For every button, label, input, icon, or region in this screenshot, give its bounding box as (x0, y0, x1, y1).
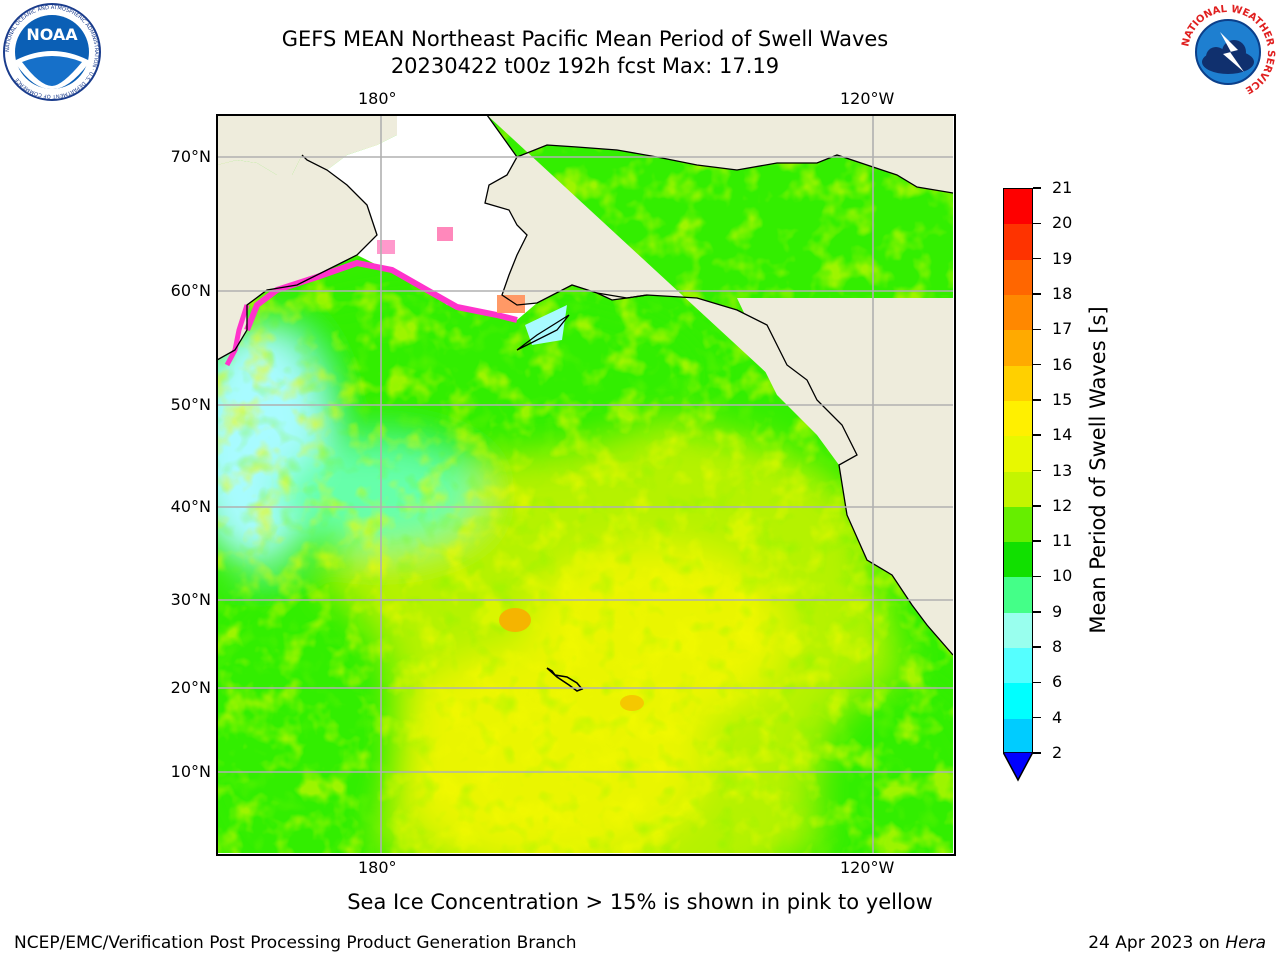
orange-hotspot-2 (620, 695, 644, 711)
colorbar-segment (1004, 471, 1032, 508)
colorbar-tick-label: 21 (1052, 178, 1073, 197)
map-canvas (217, 115, 953, 853)
colorbar-label: Mean Period of Swell Waves [s] (1086, 306, 1110, 634)
colorbar-tick-label: 13 (1052, 460, 1073, 480)
chart-subtitle: 20230422 t00z 192h fcst Max: 17.19 (390, 54, 780, 78)
colorbar-tick (1033, 257, 1041, 260)
colorbar-segment (1004, 542, 1032, 579)
colorbar-tick-label: 11 (1052, 531, 1073, 551)
colorbar-tick (1033, 399, 1041, 401)
colorbar-tick-label: 9 (1052, 601, 1063, 621)
nws-logo: NATIONAL WEATHER SERVICE (1180, 4, 1276, 99)
sea-ice-patch-1 (377, 240, 395, 254)
colorbar-segment (1004, 189, 1032, 225)
colorbar-tick-label: 15 (1052, 389, 1073, 409)
colorbar-segment (1004, 718, 1032, 755)
colorbar-tick (1033, 222, 1041, 225)
colorbar-tick-label: 12 (1052, 495, 1073, 515)
lat-label-60n: 60°N (170, 281, 211, 300)
land-alaska (485, 115, 953, 545)
colorbar-tick-label: 14 (1052, 425, 1073, 445)
colorbar-segment (1004, 294, 1032, 331)
colorbar-tick (1033, 293, 1041, 295)
colorbar-segment (1004, 506, 1032, 543)
colorbar-tick (1033, 646, 1041, 648)
footer-date: 24 Apr 2023 on Hera (1088, 933, 1266, 953)
colorbar-tick (1033, 575, 1041, 578)
colorbar-tick (1033, 611, 1041, 613)
sea-ice-patch-2 (437, 227, 453, 241)
colorbar-tick-label: 8 (1052, 637, 1063, 657)
footer-date-text: 24 Apr 2023 on (1088, 933, 1226, 953)
colorbar-tick-label: 2 (1052, 743, 1063, 762)
graticule (217, 115, 953, 853)
colorbar-segment (1004, 224, 1032, 261)
colorbar-segment (1004, 648, 1032, 684)
colorbar-tick (1033, 434, 1041, 436)
colorbar-tick (1033, 505, 1041, 507)
colorbar-segment (1004, 683, 1032, 720)
coastline-aleutians (516, 314, 570, 351)
colorbar-tick-label: 10 (1052, 566, 1073, 586)
orange-hotspot-1 (499, 608, 531, 632)
sea-ice-patch-3 (497, 295, 525, 313)
colorbar-segment (1004, 330, 1032, 367)
colorbar-tick (1033, 363, 1041, 366)
footer-host: Hera (1225, 933, 1266, 953)
colorbar-segment (1004, 612, 1032, 649)
colorbar-segment (1004, 577, 1032, 614)
coastline-hawaii (546, 667, 584, 692)
lon-label-top-120w: 120°W (840, 89, 895, 108)
colorbar-tick-label: 4 (1052, 707, 1063, 727)
land-kamchatka (217, 155, 377, 360)
colorbar-segment (1004, 365, 1032, 402)
sea-ice-edge (224, 227, 525, 367)
lat-label-40n: 40°N (170, 497, 211, 516)
map-panel (217, 115, 953, 853)
colorbar-extend-arrow (1003, 752, 1033, 782)
lat-label-10n: 10°N (170, 762, 211, 781)
land-north-america (737, 298, 953, 655)
lat-label-20n: 20°N (170, 678, 211, 697)
colorbar-segment (1004, 436, 1032, 473)
colorbar-tick (1033, 681, 1041, 684)
coastline-arctic (516, 144, 953, 194)
colorbar-tick-label: 17 (1052, 319, 1073, 339)
noaa-text: NOAA (26, 25, 78, 44)
footer-credit: NCEP/EMC/Verification Post Processing Pr… (14, 933, 577, 953)
colorbar-tick (1033, 187, 1041, 189)
coastline-gulf-alaska (596, 292, 953, 656)
chart-title: GEFS MEAN Northeast Pacific Mean Period … (281, 27, 889, 51)
lat-label-70n: 70°N (170, 147, 211, 166)
colorbar (1003, 188, 1033, 755)
colorbar-tick (1033, 469, 1041, 472)
colorbar-tick-label: 16 (1052, 354, 1073, 374)
sea-ice-region-north (327, 115, 537, 320)
land-siberia (217, 115, 397, 175)
colorbar-tick (1033, 752, 1041, 754)
colorbar-segment (1004, 400, 1032, 437)
lon-label-top-180: 180° (358, 89, 397, 108)
lat-label-50n: 50°N (170, 395, 211, 414)
colorbar-tick-label: 6 (1052, 672, 1063, 692)
colorbar-tick-label: 18 (1052, 283, 1073, 303)
colorbar-tick (1033, 328, 1041, 330)
sea-ice-pink-edge-bering (244, 259, 518, 332)
ocean-cyan-gulf-patch (525, 305, 567, 345)
sea-ice-note: Sea Ice Concentration > 15% is shown in … (347, 890, 933, 914)
coastline-alaska-west (484, 115, 648, 306)
colorbar-tick-label: 19 (1052, 248, 1073, 268)
lon-label-bottom-120w: 120°W (840, 858, 895, 877)
noaa-logo: NOAA NATIONAL OCEANIC AND ATMOSPHERIC AD… (3, 3, 101, 101)
colorbar-segment (1004, 259, 1032, 296)
lat-label-30n: 30°N (170, 590, 211, 609)
colorbar-tick (1033, 540, 1041, 542)
lon-label-bottom-180: 180° (358, 858, 397, 877)
colorbar-tick (1033, 716, 1041, 719)
sea-ice-pink-edge-kamchatka (224, 304, 250, 367)
land-masses (217, 115, 953, 655)
coastline-siberia (217, 154, 378, 361)
coastlines (217, 115, 953, 692)
colorbar-tick-label: 20 (1052, 213, 1073, 233)
